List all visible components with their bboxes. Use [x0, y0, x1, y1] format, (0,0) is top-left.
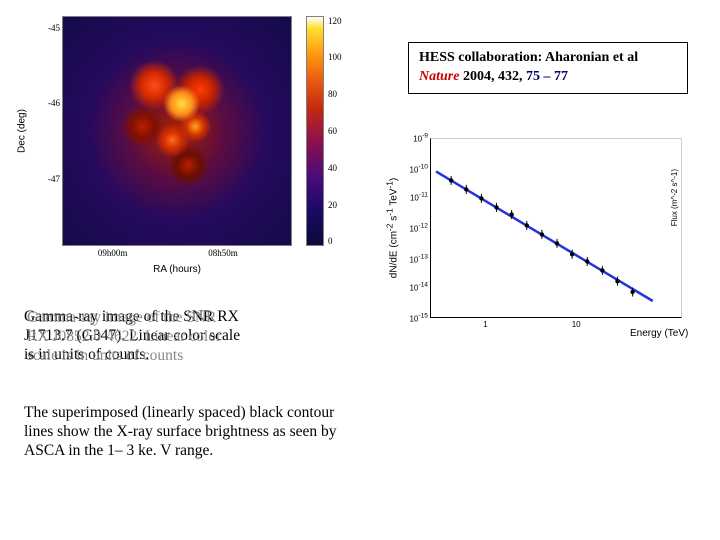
colorbar-tick: 60	[328, 126, 337, 136]
citation-line1: HESS collaboration: Aharonian et al	[419, 49, 677, 68]
heatmap-ytick: -47	[48, 174, 60, 184]
colorbar-tick: 40	[328, 163, 337, 173]
heatmap-xlabel: RA (hours)	[153, 264, 201, 275]
heatmap-x-ticks: 09h00m 08h50m	[62, 248, 292, 262]
spectrum-ylabel: dN/dE (cm-2 s-1 TeV-1)	[384, 178, 399, 278]
heatmap-y-ticks: -45 -46 -47	[40, 16, 60, 246]
spectrum-ytick: 10-9	[413, 133, 428, 144]
heatmap-plot-area	[62, 16, 292, 246]
spectrum-x-ticks: 1 10	[430, 320, 682, 332]
cap1-ghost-c: scale is in units of counts	[27, 347, 183, 366]
spectrum-y-ticks: 10-910-1010-1110-1210-1310-1410-15	[404, 138, 428, 318]
spectrum-svg: Flux (m^-2 s^-1)	[431, 139, 683, 319]
colorbar-tick: 120	[328, 16, 342, 26]
citation-volume: 2004, 432,	[459, 69, 526, 84]
citation-journal: Nature	[419, 69, 459, 84]
citation-pages: 75 – 77	[526, 69, 568, 84]
cap1-ghost-b: RX J0852.0-4622. Linear color	[27, 328, 221, 347]
citation-box: HESS collaboration: Aharonian et al Natu…	[408, 42, 688, 94]
spectrum-ytick: 10-15	[409, 313, 428, 324]
heatmap-ytick: -45	[48, 23, 60, 33]
spectrum-xtick: 10	[572, 320, 581, 329]
spectrum-ytick: 10-14	[409, 282, 428, 293]
heatmap-ylabel: Dec (deg)	[17, 109, 28, 153]
heatmap-xtick: 08h50m	[208, 248, 238, 258]
heatmap-colorbar-ticks: 120 100 80 60 40 20 0	[328, 16, 352, 246]
spectrum-xtick: 1	[483, 320, 487, 329]
heatmap-ytick: -46	[48, 98, 60, 108]
heatmap-caption: Gamma-ray image of the SNR RX Gamma-ray …	[24, 308, 354, 365]
spectrum-plot-area: Flux (m^-2 s^-1)	[430, 138, 682, 318]
colorbar-tick: 0	[328, 236, 333, 246]
spectrum-ytick: 10-11	[410, 192, 428, 203]
heatmap-xtick: 09h00m	[98, 248, 128, 258]
spectrum-ytick: 10-12	[409, 223, 428, 234]
colorbar-tick: 80	[328, 89, 337, 99]
citation-line2: Nature 2004, 432, 75 – 77	[419, 68, 677, 87]
svg-text:Flux (m^-2 s^-1): Flux (m^-2 s^-1)	[670, 169, 679, 227]
cap1-ghost-a: Gamma-ray image of the SNR	[27, 309, 216, 328]
colorbar-tick: 100	[328, 52, 342, 62]
colorbar-tick: 20	[328, 200, 337, 210]
energy-spectrum-chart: Flux (m^-2 s^-1) dN/dE (cm-2 s-1 TeV-1) …	[390, 130, 700, 360]
spectrum-ytick: 10-13	[409, 253, 428, 264]
spectrum-ytick: 10-10	[409, 163, 428, 174]
heatmap-colorbar	[306, 16, 324, 246]
xray-caption: The superimposed (linearly spaced) black…	[24, 404, 354, 461]
gamma-ray-heatmap: Dec (deg) RA (hours) -45-46-47 09h00m08h…	[22, 16, 352, 286]
